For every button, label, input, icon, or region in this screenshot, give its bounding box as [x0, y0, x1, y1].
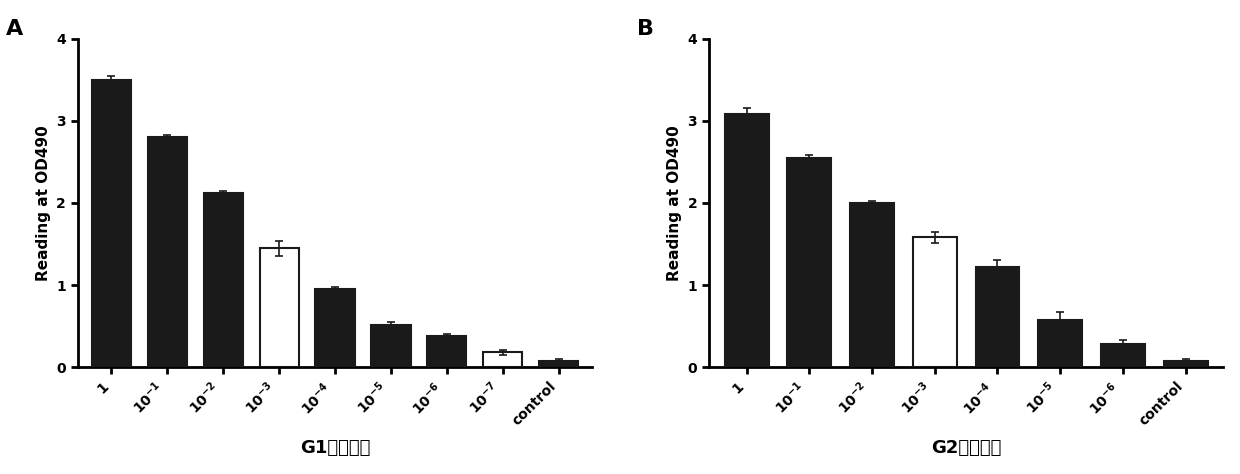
Bar: [851, 203, 894, 367]
Bar: [428, 336, 466, 367]
Bar: [724, 114, 769, 367]
Y-axis label: Reading at OD490: Reading at OD490: [36, 125, 51, 281]
X-axis label: G2腹水效价: G2腹水效价: [931, 439, 1002, 457]
Bar: [787, 158, 831, 367]
Bar: [484, 353, 522, 367]
Bar: [259, 248, 299, 367]
Bar: [315, 289, 355, 367]
Text: B: B: [637, 19, 653, 39]
Bar: [1101, 344, 1145, 367]
Text: A: A: [6, 19, 24, 39]
Bar: [976, 267, 1019, 367]
X-axis label: G1腹水效价: G1腹水效价: [300, 439, 371, 457]
Bar: [371, 325, 410, 367]
Bar: [1038, 319, 1083, 367]
Bar: [539, 361, 578, 367]
Bar: [92, 80, 131, 367]
Bar: [913, 237, 957, 367]
Bar: [1163, 361, 1208, 367]
Bar: [203, 193, 243, 367]
Bar: [148, 137, 187, 367]
Y-axis label: Reading at OD490: Reading at OD490: [667, 125, 682, 281]
